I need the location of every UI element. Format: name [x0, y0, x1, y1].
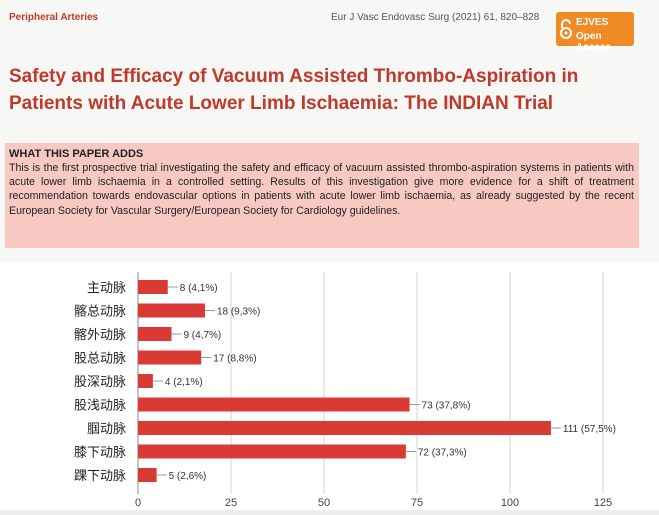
x-tick-label-0: 0 [135, 497, 141, 509]
section-label: Peripheral Arteries [9, 12, 99, 23]
x-tick-label-3: 75 [411, 497, 423, 509]
bar-chart: 0 25 50 75 100 125 主动脉 8 (4,1%) 髂总动脉 18 (9,3%) 髂外动… [0, 262, 659, 510]
data-label-5: 73 (37,8%) [422, 401, 471, 412]
badge-open-access: Open Access [576, 31, 612, 53]
category-label-0: 主动脉 [87, 281, 126, 296]
category-label-3: 股总动脉 [74, 352, 126, 367]
bar-0 [138, 280, 168, 294]
category-label-8: 踝下动脉 [74, 469, 126, 484]
category-label-1: 髂总动脉 [74, 304, 126, 320]
what-this-paper-adds-box: WHAT THIS PAPER ADDS This is the first p… [5, 143, 639, 248]
data-label-4: 4 (2,1%) [165, 377, 203, 388]
badge-journal: EJVES [576, 17, 609, 28]
category-label-6: 腘动脉 [87, 422, 126, 437]
data-label-7: 72 (37,3%) [418, 448, 467, 459]
open-access-lock-icon [560, 19, 572, 39]
adds-body: This is the first prospective trial inve… [9, 162, 634, 217]
bar-1 [138, 303, 205, 318]
data-label-6: 111 (57,5%) [563, 424, 616, 435]
bar-3 [138, 350, 202, 365]
open-access-badge: EJVES Open Access [556, 12, 634, 53]
category-label-2: 髂外动脉 [74, 327, 126, 343]
x-tick-label-4: 100 [501, 497, 519, 509]
bar-8 [138, 468, 157, 482]
x-tick-label-5: 125 [594, 497, 612, 509]
category-label-5: 股浅动脉 [74, 399, 126, 414]
paper-title: Safety and Efficacy of Vacuum Assisted T… [9, 66, 579, 114]
bar-7 [138, 444, 406, 459]
bar-5 [138, 397, 410, 412]
category-label-7: 膝下动脉 [74, 446, 126, 461]
category-label-4: 股深动脉 [74, 375, 126, 390]
x-tick-label-2: 50 [318, 497, 330, 509]
bar-chart-svg: 0 25 50 75 100 125 主动脉 8 (4,1%) 髂总动脉 18 (9,3%) 髂外动… [74, 272, 616, 509]
data-label-2: 9 (4,7%) [183, 330, 221, 341]
paper-header: Peripheral Arteries Eur J Vasc Endovasc … [5, 12, 639, 248]
x-tick-label-1: 25 [225, 497, 237, 509]
data-label-1: 18 (9,3%) [217, 307, 260, 318]
data-label-0: 8 (4,1%) [180, 283, 218, 294]
data-label-3: 17 (8,8%) [213, 354, 256, 365]
data-label-8: 5 (2,6%) [169, 471, 207, 482]
bar-4 [138, 374, 153, 388]
adds-heading: WHAT THIS PAPER ADDS [9, 148, 144, 160]
bar-2 [138, 327, 172, 341]
bar-6 [138, 421, 551, 435]
journal-citation: Eur J Vasc Endovasc Surg (2021) 61, 820–… [331, 12, 540, 23]
